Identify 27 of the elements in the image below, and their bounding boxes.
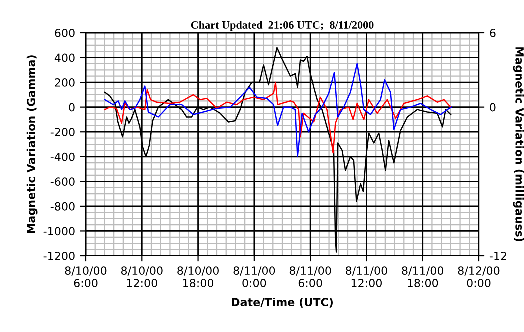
x-tick-label: 8/11/00 18:00 (402, 266, 444, 288)
y-tick-label: -1200 (44, 252, 75, 260)
y2-tick-label: 0 (490, 103, 496, 112)
y-tick-label: -600 (50, 178, 75, 186)
x-tick-label: 8/11/00 12:00 (346, 266, 388, 288)
y-axis-title: Magnetic Variation (Gamma) (26, 56, 38, 234)
y2-axis-title: Magnetic Variation (milligauss) (513, 48, 524, 242)
y-tick-label: -200 (50, 128, 75, 136)
line-series (104, 82, 452, 154)
x-tick-label: 8/10/00 18:00 (178, 266, 219, 288)
y-tick-label: 600 (55, 28, 75, 38)
y2-tick-label: 6 (490, 28, 496, 38)
x-tick-label: 8/11/00 0:00 (234, 266, 276, 288)
x-tick-label: 8/11/00 6:00 (290, 266, 332, 288)
x-tick-label: 8/10/00 6:00 (65, 266, 107, 288)
y-tick-label: -800 (50, 202, 75, 211)
y-tick-label: 0 (69, 103, 75, 112)
y-tick-label: -1000 (44, 227, 75, 236)
y-tick-label: -400 (50, 152, 75, 162)
chart-title: Chart Updated 21:06 UTC; 8/11/2000 (191, 21, 374, 32)
x-tick-label: 8/12/00 0:00 (458, 266, 500, 288)
y2-tick-label: -12 (490, 252, 506, 260)
y-tick-label: 200 (55, 78, 75, 87)
line-series (104, 63, 452, 158)
x-tick-label: 8/10/00 12:00 (121, 266, 163, 288)
y-tick-label: 400 (54, 54, 75, 62)
x-axis-title: Date/Time (UTC) (232, 298, 333, 308)
